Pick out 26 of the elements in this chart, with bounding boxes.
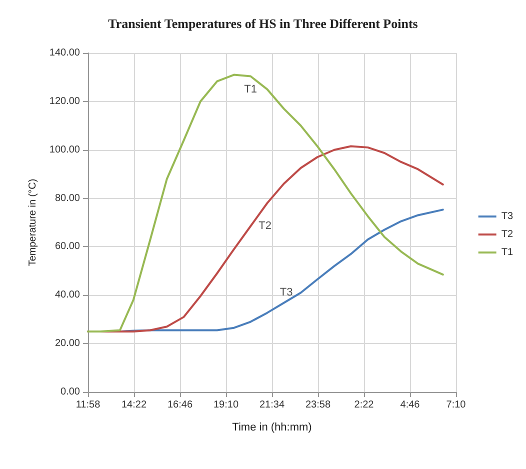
y-axis-title: Temperature in (°C) (28, 178, 38, 266)
legend-label: T3 (501, 211, 514, 222)
y-tick-label: 60.00 (54, 241, 80, 252)
y-tick-label: 20.00 (54, 338, 80, 350)
x-tick-label: 11:58 (76, 400, 101, 410)
y-tick-label: 120.00 (49, 96, 80, 107)
y-tick-label: 80.00 (54, 192, 80, 204)
y-tick-label: 40.00 (54, 290, 80, 301)
y-tick-label: 140.00 (49, 48, 80, 58)
annotation: T1 (244, 84, 258, 96)
x-tick-label: 16:46 (167, 400, 193, 410)
y-tick-label: 100.00 (49, 144, 80, 156)
x-axis-title: Time in (hh:mm) (232, 422, 312, 434)
annotation: T3 (280, 286, 293, 299)
legend-label: T1 (501, 247, 514, 258)
x-tick-label: 2:22 (354, 400, 374, 410)
annotation: T2 (258, 220, 272, 232)
x-tick-label: 7:10 (446, 400, 466, 410)
x-tick-label: 14:22 (121, 400, 147, 410)
x-tick-label: 21:34 (259, 400, 285, 410)
x-tick-label: 23:58 (305, 400, 331, 410)
y-tick-label: 0.00 (60, 386, 80, 398)
x-tick-label: 19:10 (213, 400, 239, 410)
x-tick-label: 4:46 (400, 400, 420, 410)
legend-label: T2 (501, 229, 514, 240)
chart-title: Transient Temperatures of HS in Three Different Points (108, 16, 418, 31)
